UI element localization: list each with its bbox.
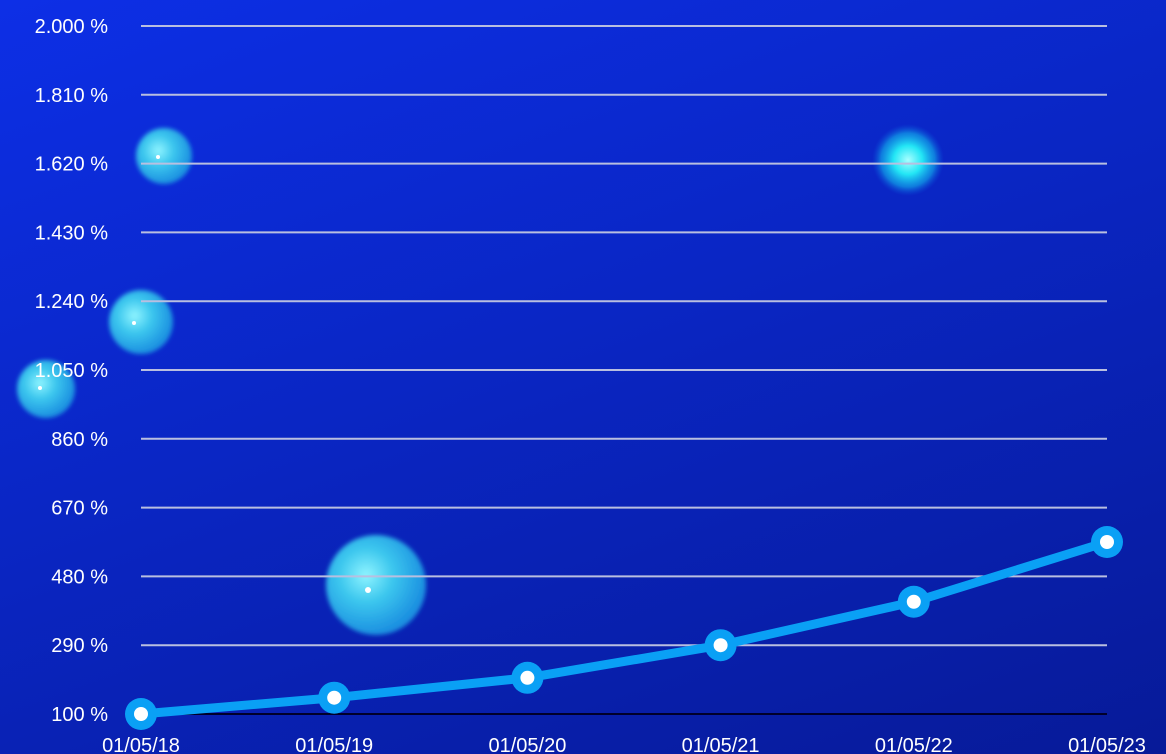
series-line — [136, 537, 1112, 719]
y-tick-label: 1.240 % — [35, 291, 109, 313]
y-axis-ticks: 100 % 290 % 480 % 670 % 860 % 1.050 % 1.240 % 1… — [35, 16, 109, 726]
x-tick-label: 01/05/18 — [102, 735, 180, 754]
y-tick-label: 100 % — [51, 704, 108, 726]
glow-decoration — [872, 124, 944, 196]
x-tick-label: 01/05/19 — [295, 735, 373, 754]
y-tick-label: 860 % — [51, 429, 108, 451]
x-tick-label: 01/05/22 — [875, 735, 953, 754]
gridlines — [141, 25, 1107, 715]
x-tick-label: 01/05/23 — [1068, 735, 1146, 754]
data-point-center — [1100, 535, 1114, 549]
y-tick-label: 290 % — [51, 635, 108, 657]
y-tick-label: 1.430 % — [35, 222, 109, 244]
data-point-center — [520, 670, 535, 685]
data-point-center — [713, 638, 728, 653]
bubble-decoration — [17, 360, 75, 418]
x-axis-ticks: 01/05/18 01/05/19 01/05/20 01/05/21 01/05/22… — [102, 735, 1146, 754]
data-point-center — [134, 707, 148, 721]
y-tick-label: 1.810 % — [35, 85, 109, 107]
x-tick-label: 01/05/20 — [488, 735, 566, 754]
data-point-center — [906, 594, 921, 609]
y-tick-label: 480 % — [51, 566, 108, 588]
y-tick-label: 2.000 % — [35, 16, 109, 38]
y-tick-label: 1.620 % — [35, 154, 109, 176]
bubble-decoration — [136, 128, 192, 184]
x-tick-label: 01/05/21 — [682, 735, 760, 754]
y-tick-label: 1.050 % — [35, 360, 109, 382]
bubble-decoration — [326, 535, 426, 635]
data-series — [125, 526, 1123, 730]
bubble-decoration — [109, 290, 173, 354]
data-point-center — [327, 690, 342, 705]
y-tick-label: 670 % — [51, 498, 108, 520]
decorative-bubbles — [17, 124, 944, 635]
